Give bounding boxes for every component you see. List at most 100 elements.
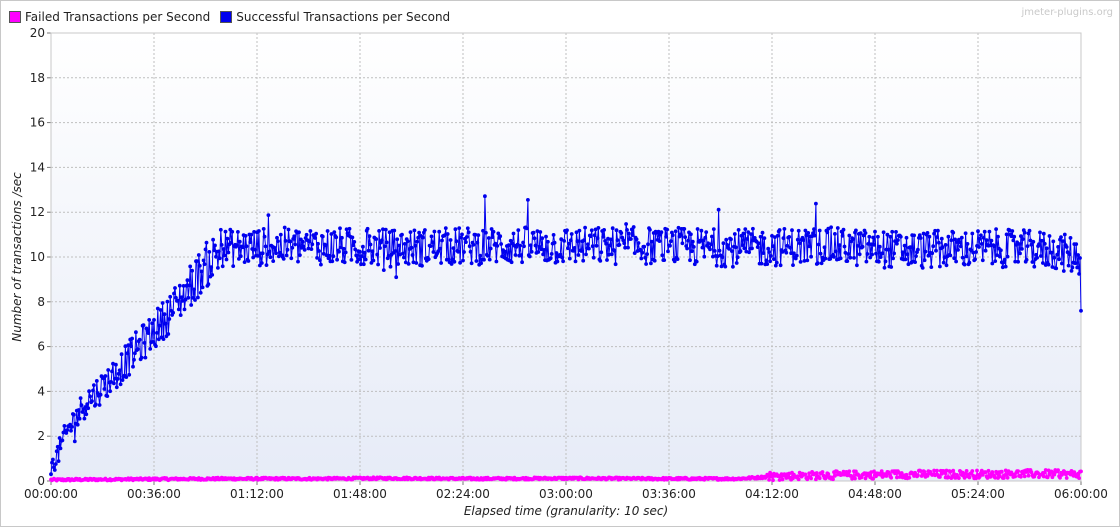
data-point-successful xyxy=(452,259,457,264)
data-point-successful xyxy=(981,236,986,240)
data-point-successful xyxy=(775,233,780,238)
data-point-successful xyxy=(273,248,277,252)
data-point-successful xyxy=(692,262,697,267)
data-point-successful xyxy=(188,264,193,269)
data-point-successful xyxy=(65,428,70,432)
data-point-successful xyxy=(1046,262,1051,267)
data-point-successful xyxy=(323,243,328,248)
data-point-successful xyxy=(453,227,458,232)
data-point-successful xyxy=(682,227,687,231)
data-point-successful xyxy=(203,247,208,252)
data-point-failed xyxy=(895,475,899,480)
data-point-successful xyxy=(302,248,307,252)
data-point-successful xyxy=(703,235,708,240)
data-point-successful xyxy=(432,229,437,234)
data-point-successful xyxy=(219,243,224,247)
data-point-successful xyxy=(1061,239,1065,244)
data-point-successful xyxy=(662,258,667,262)
data-point-successful xyxy=(156,337,161,342)
data-point-successful xyxy=(134,330,138,335)
data-point-successful xyxy=(529,249,534,254)
data-point-successful xyxy=(190,268,195,273)
data-point-successful xyxy=(464,235,469,239)
data-point-successful xyxy=(558,252,563,257)
data-point-successful xyxy=(72,412,76,417)
data-point-successful xyxy=(172,291,176,296)
data-point-successful xyxy=(974,250,978,254)
data-point-successful xyxy=(592,233,597,238)
data-point-successful xyxy=(376,262,380,267)
data-point-successful xyxy=(1013,259,1018,264)
data-point-failed xyxy=(999,469,1004,474)
data-point-successful xyxy=(457,226,462,231)
data-point-successful xyxy=(388,264,393,269)
data-point-successful xyxy=(231,264,236,268)
data-point-successful xyxy=(141,323,146,328)
data-point-successful xyxy=(822,245,827,250)
data-point-successful xyxy=(546,239,550,244)
data-point-successful xyxy=(939,236,944,241)
data-point-successful xyxy=(883,259,888,264)
data-point-successful xyxy=(193,298,197,302)
data-point-successful xyxy=(583,225,587,230)
series-failed xyxy=(49,468,1083,483)
data-point-failed xyxy=(820,470,825,474)
data-point-successful xyxy=(406,262,411,266)
data-point-successful xyxy=(683,235,688,240)
data-point-successful xyxy=(971,250,976,255)
data-point-successful xyxy=(1024,257,1029,262)
data-point-successful xyxy=(1041,261,1045,265)
data-point-successful xyxy=(111,361,115,366)
data-point-successful xyxy=(1064,245,1069,249)
y-tick-label: 14 xyxy=(30,160,45,174)
data-point-successful xyxy=(252,230,256,234)
data-point-successful xyxy=(772,257,776,261)
data-point-successful xyxy=(704,230,709,235)
data-point-successful xyxy=(403,260,408,265)
data-point-successful xyxy=(952,256,957,261)
data-point-failed xyxy=(807,471,812,476)
data-point-successful xyxy=(397,243,401,248)
data-point-failed xyxy=(826,472,831,476)
data-point-successful xyxy=(451,246,456,251)
data-point-successful xyxy=(292,234,297,239)
data-point-successful xyxy=(791,263,795,267)
data-point-successful xyxy=(626,245,630,250)
data-point-successful xyxy=(983,248,988,253)
data-point-successful xyxy=(660,253,665,258)
data-point-successful xyxy=(54,449,59,454)
data-point-successful xyxy=(413,243,418,248)
data-point-successful xyxy=(285,247,290,252)
data-point-failed xyxy=(1056,468,1060,472)
data-point-successful xyxy=(314,231,318,236)
data-point-successful xyxy=(488,246,493,251)
x-tick-label: 01:12:00 xyxy=(230,487,284,501)
data-point-successful xyxy=(688,258,692,263)
data-point-successful xyxy=(147,318,152,322)
data-point-failed xyxy=(1019,474,1023,479)
data-point-successful xyxy=(730,249,734,254)
data-point-successful xyxy=(819,261,824,266)
data-point-successful xyxy=(381,227,385,232)
data-point-successful xyxy=(118,382,123,387)
data-point-successful xyxy=(904,235,909,240)
data-point-successful xyxy=(420,263,424,268)
data-point-successful xyxy=(367,234,372,239)
data-point-successful xyxy=(334,235,339,240)
data-point-successful xyxy=(691,245,696,249)
data-point-successful xyxy=(381,268,386,272)
data-point-successful xyxy=(965,242,970,246)
data-point-successful xyxy=(511,231,516,236)
data-point-failed xyxy=(904,472,909,477)
data-point-successful xyxy=(869,242,874,247)
data-point-successful xyxy=(857,252,862,257)
data-point-successful xyxy=(243,234,248,238)
data-point-successful xyxy=(108,389,112,394)
data-point-successful xyxy=(297,230,301,235)
data-point-successful xyxy=(1005,254,1010,259)
data-point-successful xyxy=(1042,241,1047,246)
data-point-successful xyxy=(249,232,254,237)
x-tick-label: 01:48:00 xyxy=(333,487,387,501)
data-point-successful xyxy=(712,249,717,253)
data-point-successful xyxy=(1078,256,1082,260)
